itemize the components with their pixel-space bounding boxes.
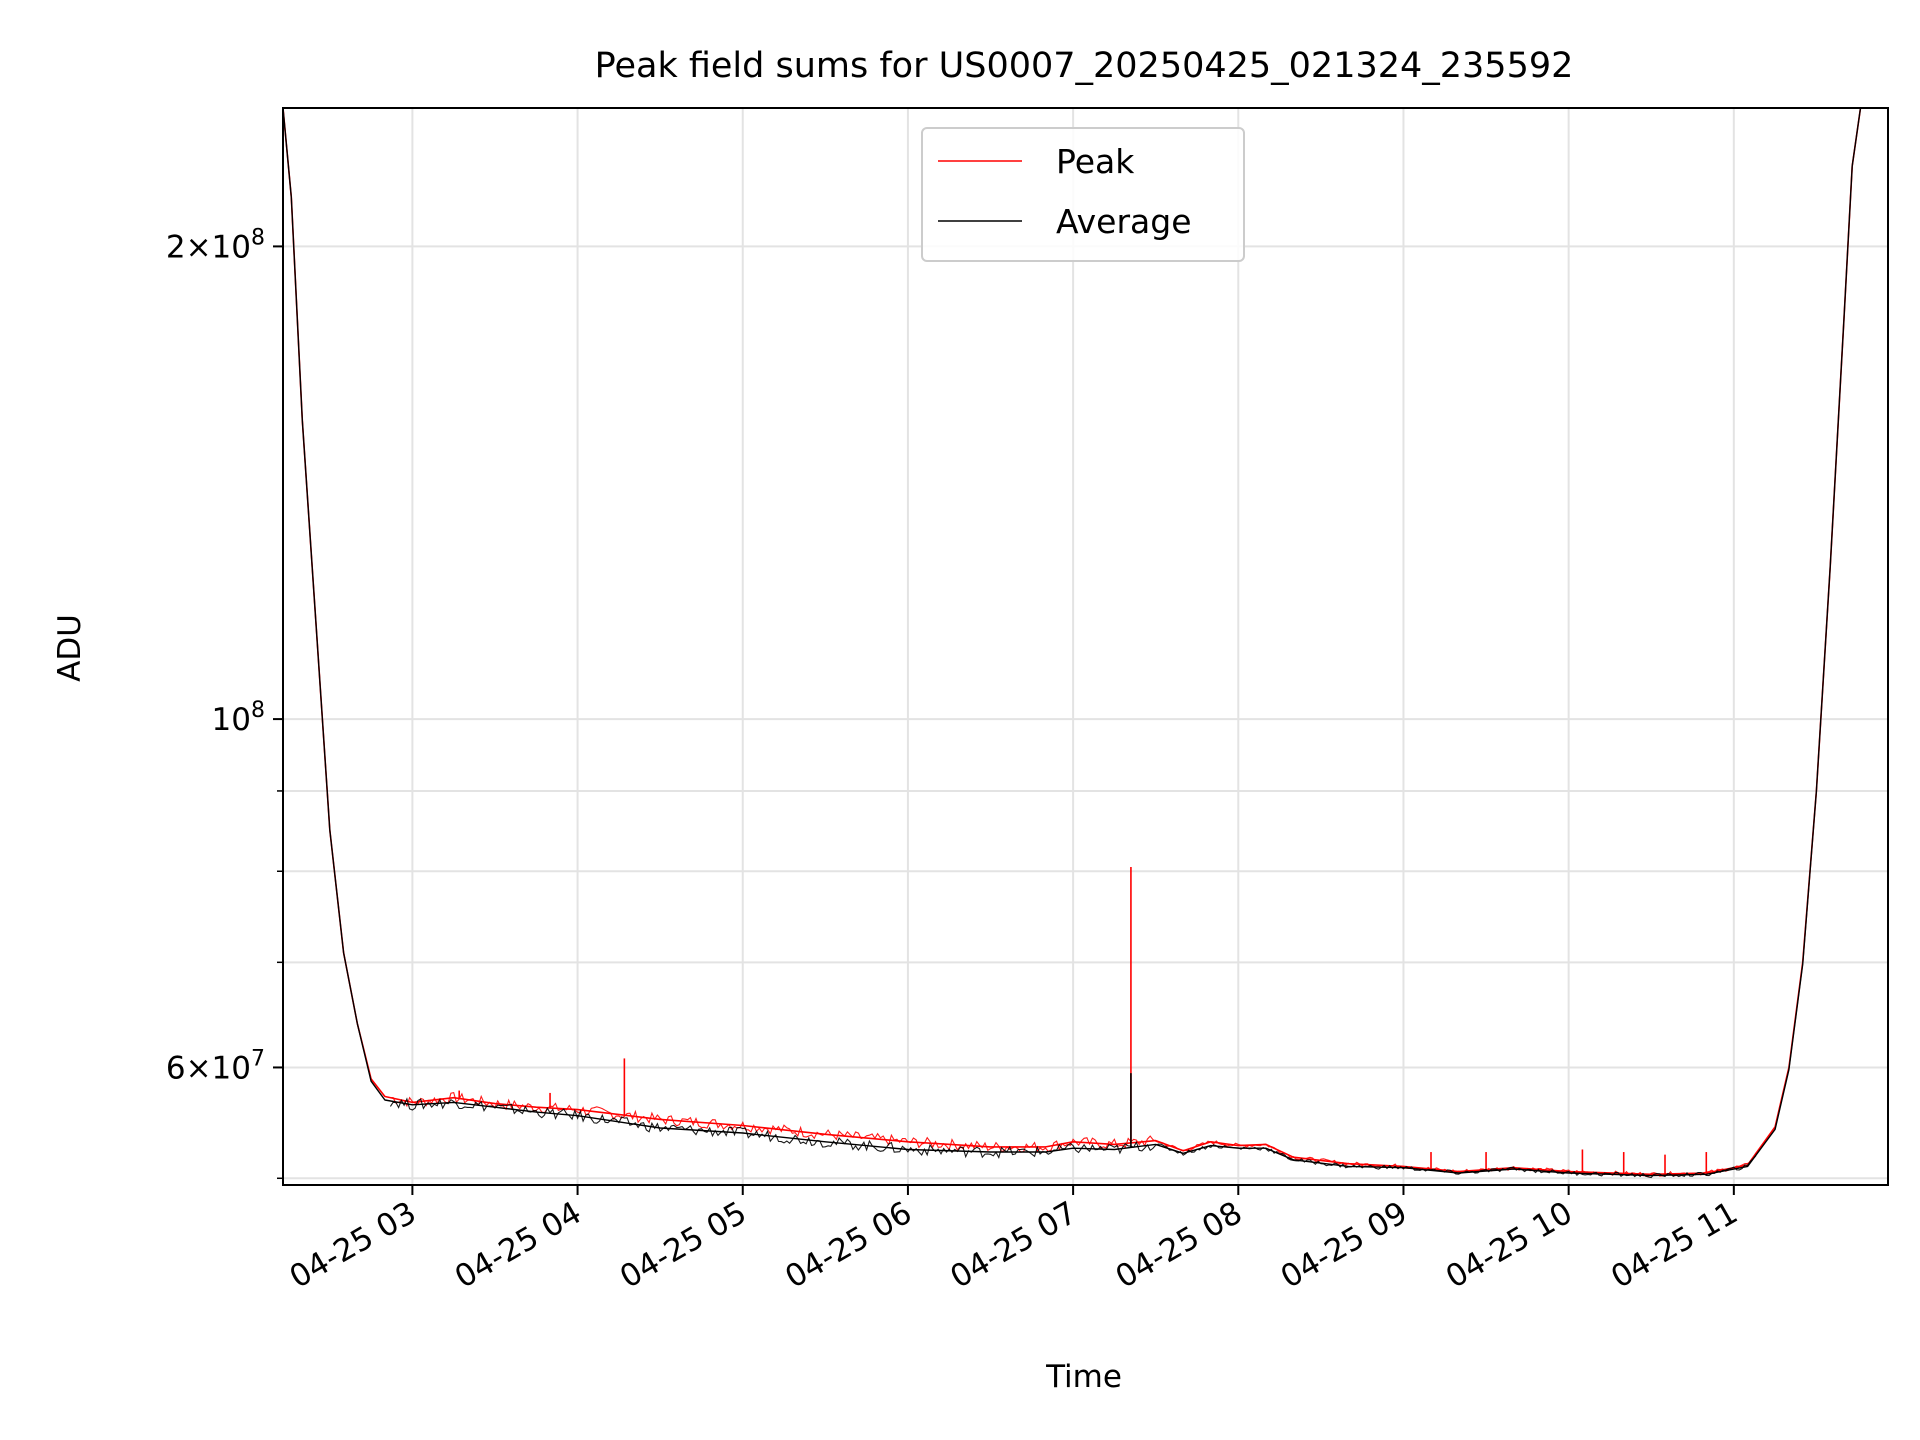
- chart-title: Peak field sums for US0007_20250425_0213…: [595, 46, 1574, 86]
- y-tick-label: 6×107: [166, 1046, 265, 1086]
- y-tick-label: 108: [212, 698, 265, 738]
- series-layer: [283, 108, 1888, 1179]
- legend: Peak Average: [921, 127, 1245, 262]
- legend-label-peak: Peak: [1056, 142, 1135, 181]
- y-axis-label: ADU: [52, 614, 88, 682]
- y-tick-label: 2×108: [166, 225, 265, 265]
- x-axis-label: Time: [1045, 1359, 1122, 1395]
- plot-frame: [282, 107, 1889, 1186]
- legend-label-average: Average: [1056, 202, 1192, 241]
- series-noise-average: [389, 1097, 1757, 1179]
- series-line-average: [283, 108, 1888, 1177]
- series-average: [283, 108, 1888, 1179]
